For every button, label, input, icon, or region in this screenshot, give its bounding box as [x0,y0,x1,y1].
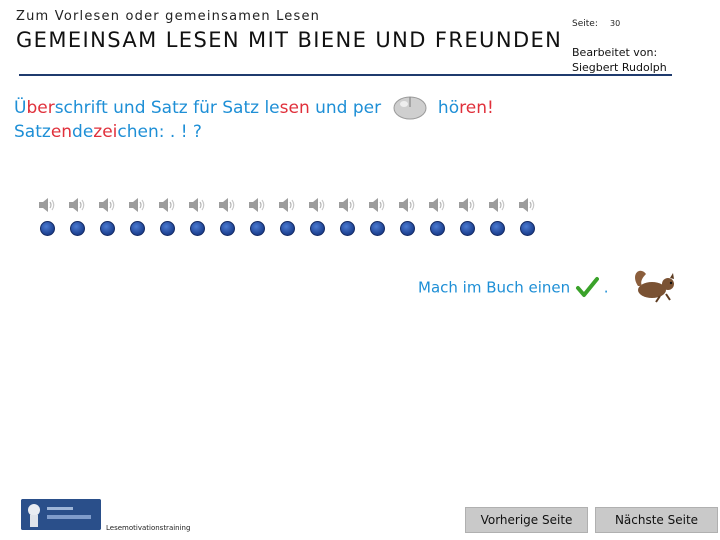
hint-text: Mach im Buch einen . [418,276,609,300]
sentence-dot[interactable] [400,221,415,236]
speaker-icon[interactable] [367,195,387,215]
page-label: Seite: [572,19,598,29]
instruction-segment: hö [432,98,460,118]
sentence-dot[interactable] [160,221,175,236]
sentence-dot[interactable] [280,221,295,236]
instruction-segment: chen: . ! ? [117,122,202,142]
instruction-segment: zei [93,122,118,142]
instruction-segment: sen [279,98,310,118]
speaker-icon[interactable] [37,195,57,215]
next-page-button[interactable]: Nächste Seite [595,507,718,533]
sentence-dot[interactable] [430,221,445,236]
hint-label: Mach im Buch einen [418,278,571,297]
page-title: GEMEINSAM LESEN MIT BIENE UND FREUNDEN [16,28,563,52]
sentence-dot-row [37,221,537,237]
speaker-icon[interactable] [247,195,267,215]
instruction-segment: Satz [14,122,51,142]
sentence-dot[interactable] [40,221,55,236]
speaker-icon[interactable] [157,195,177,215]
sentence-dot[interactable] [520,221,535,236]
sentence-dot[interactable] [310,221,325,236]
speaker-icon[interactable] [277,195,297,215]
speaker-icon[interactable] [187,195,207,215]
sentence-dot[interactable] [250,221,265,236]
hint-suffix: . [603,278,609,297]
checkmark-icon [575,277,599,297]
speaker-icon[interactable] [127,195,147,215]
speaker-icon[interactable] [67,195,87,215]
instruction-segment: schrift und Satz für Satz le [54,98,280,118]
speaker-icon[interactable] [457,195,477,215]
sentence-dot[interactable] [490,221,505,236]
speaker-icon[interactable] [397,195,417,215]
speaker-icon[interactable] [307,195,327,215]
instruction-segment: ren! [459,98,494,118]
page-subtitle: Zum Vorlesen oder gemeinsamen Lesen [16,9,321,24]
previous-page-button[interactable]: Vorherige Seite [465,507,588,533]
instruction-segment: Ü [14,98,27,118]
speaker-icon[interactable] [517,195,537,215]
editor-label: Bearbeitet von: [572,46,658,59]
instruction-segment: ber [26,98,55,118]
mouse-icon [393,96,427,120]
instruction-line-2: Satzendezeichen: . ! ? [14,120,494,144]
sentence-dot[interactable] [190,221,205,236]
editor-name: Siegbert Rudolph [572,61,667,74]
header-divider [19,74,672,76]
sentence-dot[interactable] [100,221,115,236]
speaker-icon[interactable] [97,195,117,215]
instruction-segment: en [50,122,73,142]
sentence-dot[interactable] [340,221,355,236]
speaker-row [37,195,537,217]
speaker-icon[interactable] [427,195,447,215]
sentence-dot[interactable] [460,221,475,236]
instruction-text: Überschrift und Satz für Satz lesen und … [14,96,494,144]
squirrel-icon [635,270,674,303]
instruction-segment: de [72,122,94,142]
logo-image [21,499,101,530]
sentence-dot[interactable] [130,221,145,236]
sentence-dot[interactable] [370,221,385,236]
sentence-dot[interactable] [70,221,85,236]
instruction-line-1: Überschrift und Satz für Satz lesen und … [14,96,494,120]
sentence-dot[interactable] [220,221,235,236]
page-number: 30 [610,19,621,28]
instruction-segment: und per [309,98,387,118]
footer-label: Lesemotivationstraining [106,524,191,532]
speaker-icon[interactable] [337,195,357,215]
speaker-icon[interactable] [217,195,237,215]
speaker-icon[interactable] [487,195,507,215]
